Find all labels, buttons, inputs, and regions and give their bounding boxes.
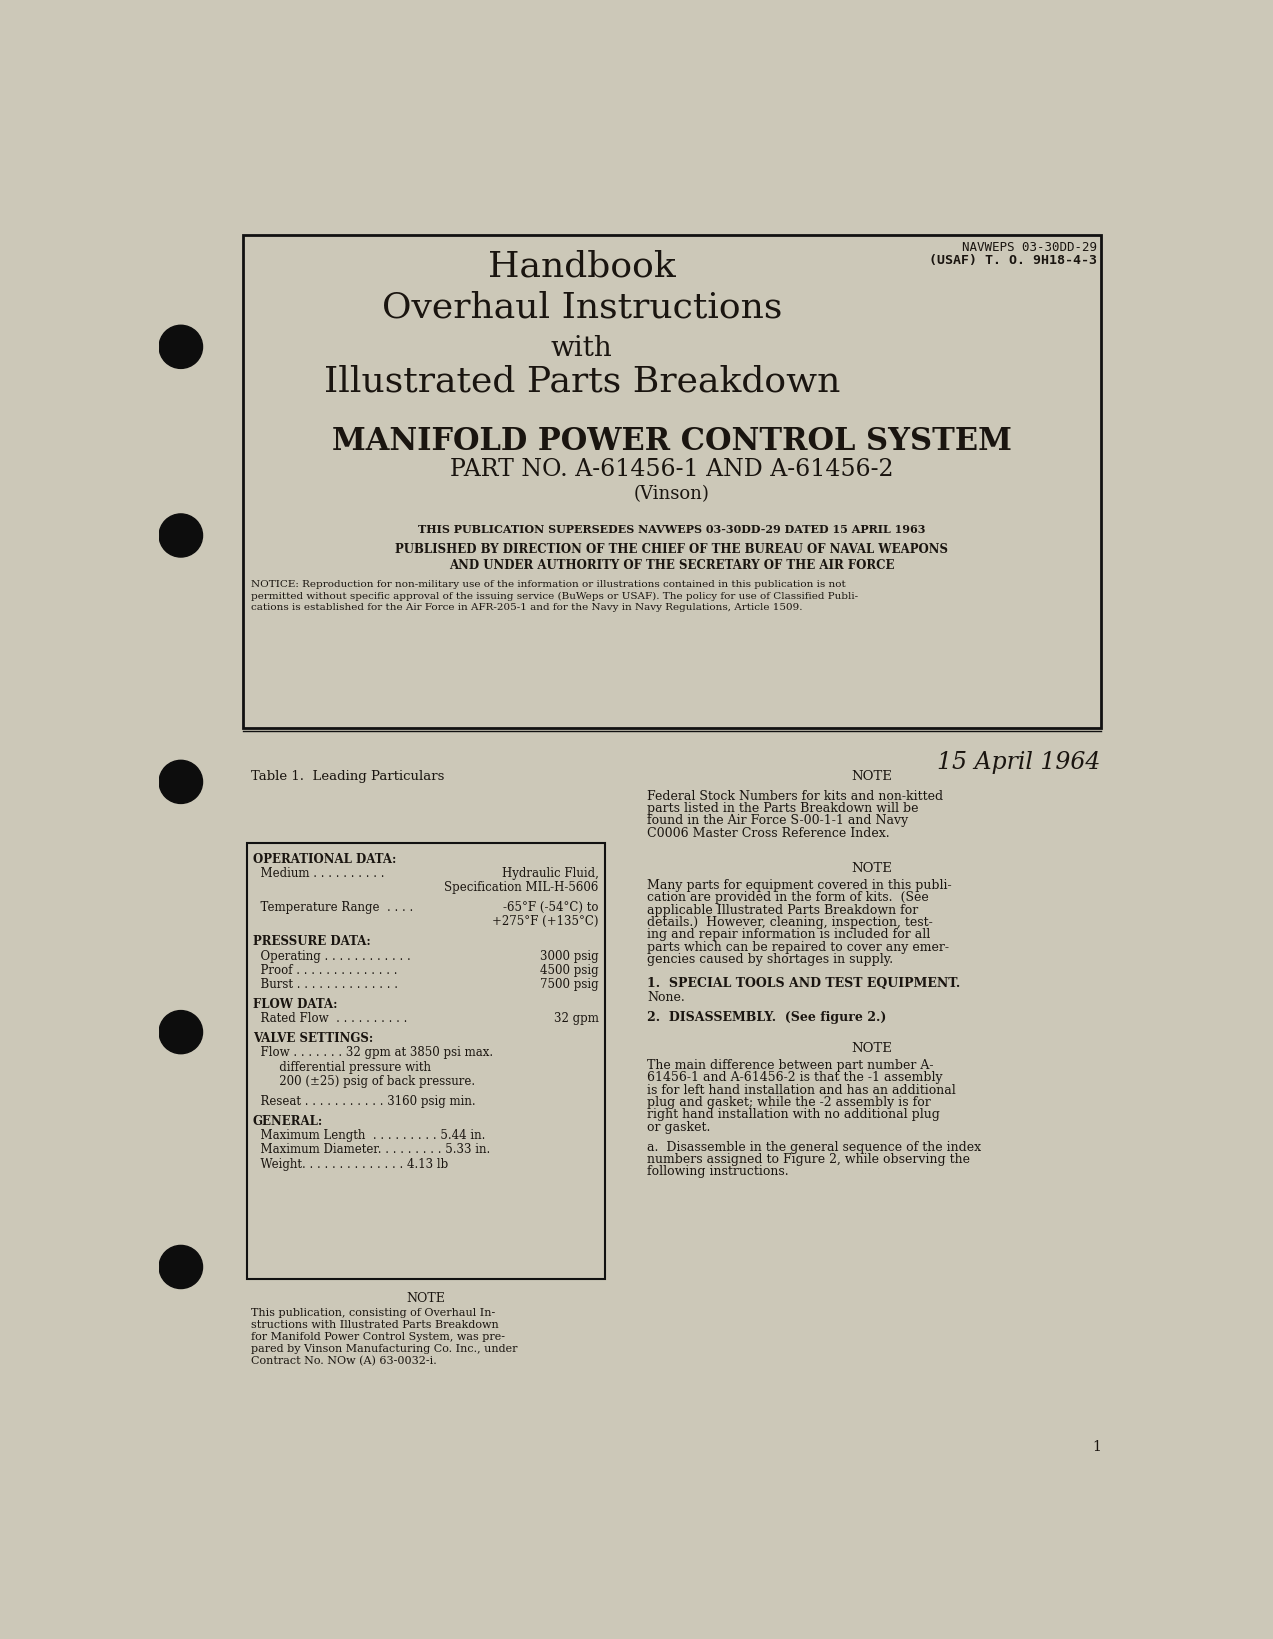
Text: numbers assigned to Figure 2, while observing the: numbers assigned to Figure 2, while obse… (648, 1152, 970, 1165)
Circle shape (159, 515, 202, 557)
Text: Flow . . . . . . . 32 gpm at 3850 psi max.: Flow . . . . . . . 32 gpm at 3850 psi ma… (253, 1046, 493, 1059)
Text: FLOW DATA:: FLOW DATA: (253, 998, 337, 1011)
Circle shape (159, 1246, 202, 1288)
Text: 1.  SPECIAL TOOLS AND TEST EQUIPMENT.: 1. SPECIAL TOOLS AND TEST EQUIPMENT. (648, 977, 961, 990)
Text: 2.  DISASSEMBLY.  (See figure 2.): 2. DISASSEMBLY. (See figure 2.) (648, 1011, 887, 1024)
Text: details.)  However, cleaning, inspection, test-: details.) However, cleaning, inspection,… (648, 916, 933, 929)
Text: 3000 psig: 3000 psig (540, 949, 598, 962)
Text: PUBLISHED BY DIRECTION OF THE CHIEF OF THE BUREAU OF NAVAL WEAPONS: PUBLISHED BY DIRECTION OF THE CHIEF OF T… (396, 543, 948, 556)
Text: GENERAL:: GENERAL: (253, 1115, 323, 1128)
Text: PRESSURE DATA:: PRESSURE DATA: (253, 936, 370, 949)
Text: Hydraulic Fluid,: Hydraulic Fluid, (502, 867, 598, 880)
Text: ing and repair information is included for all: ing and repair information is included f… (648, 928, 931, 941)
Text: Specification MIL-H-5606: Specification MIL-H-5606 (444, 882, 598, 895)
Text: NOTE: NOTE (852, 1042, 892, 1056)
Text: following instructions.: following instructions. (648, 1165, 789, 1178)
Text: Operating . . . . . . . . . . . .: Operating . . . . . . . . . . . . (253, 949, 411, 962)
Text: a.  Disassemble in the general sequence of the index: a. Disassemble in the general sequence o… (648, 1141, 981, 1154)
Text: 61456-1 and A-61456-2 is that the -1 assembly: 61456-1 and A-61456-2 is that the -1 ass… (648, 1072, 943, 1085)
Text: Weight. . . . . . . . . . . . . . 4.13 lb: Weight. . . . . . . . . . . . . . 4.13 l… (253, 1157, 448, 1170)
Text: with: with (551, 336, 612, 362)
Text: structions with Illustrated Parts Breakdown: structions with Illustrated Parts Breakd… (251, 1319, 498, 1329)
Text: NOTE: NOTE (406, 1293, 446, 1305)
Text: cation are provided in the form of kits.  (See: cation are provided in the form of kits.… (648, 892, 929, 905)
Text: MANIFOLD POWER CONTROL SYSTEM: MANIFOLD POWER CONTROL SYSTEM (332, 426, 1012, 457)
Text: None.: None. (648, 990, 685, 1003)
Text: plug and gasket; while the -2 assembly is for: plug and gasket; while the -2 assembly i… (648, 1096, 931, 1110)
Text: Many parts for equipment covered in this publi-: Many parts for equipment covered in this… (648, 879, 952, 892)
Text: (USAF) T. O. 9H18-4-3: (USAF) T. O. 9H18-4-3 (929, 254, 1097, 267)
Text: or gasket.: or gasket. (648, 1121, 710, 1134)
Text: 7500 psig: 7500 psig (540, 978, 598, 992)
Text: NOTE: NOTE (852, 770, 892, 783)
Circle shape (159, 760, 202, 803)
Text: right hand installation with no additional plug: right hand installation with no addition… (648, 1108, 941, 1121)
Text: NOTE: NOTE (852, 862, 892, 875)
Text: OPERATIONAL DATA:: OPERATIONAL DATA: (253, 852, 396, 865)
Text: pared by Vinson Manufacturing Co. Inc., under: pared by Vinson Manufacturing Co. Inc., … (251, 1344, 517, 1354)
Text: Medium . . . . . . . . . .: Medium . . . . . . . . . . (253, 867, 384, 880)
Text: Temperature Range  . . . .: Temperature Range . . . . (253, 901, 414, 915)
Text: NOTICE: Reproduction for non-military use of the information or illustrations co: NOTICE: Reproduction for non-military us… (251, 580, 845, 588)
Text: Illustrated Parts Breakdown: Illustrated Parts Breakdown (323, 364, 840, 398)
Text: 1: 1 (1092, 1441, 1101, 1454)
Text: C0006 Master Cross Reference Index.: C0006 Master Cross Reference Index. (648, 826, 890, 839)
Text: Table 1.  Leading Particulars: Table 1. Leading Particulars (251, 770, 444, 783)
Text: Burst . . . . . . . . . . . . . .: Burst . . . . . . . . . . . . . . (253, 978, 398, 992)
Text: (Vinson): (Vinson) (634, 485, 710, 503)
Text: THIS PUBLICATION SUPERSEDES NAVWEPS 03-30DD-29 DATED 15 APRIL 1963: THIS PUBLICATION SUPERSEDES NAVWEPS 03-3… (418, 524, 925, 534)
Text: gencies caused by shortages in supply.: gencies caused by shortages in supply. (648, 952, 894, 965)
Text: Handbook: Handbook (488, 249, 676, 284)
Text: NAVWEPS 03-30DD-29: NAVWEPS 03-30DD-29 (962, 241, 1097, 254)
Text: Maximum Diameter. . . . . . . . . 5.33 in.: Maximum Diameter. . . . . . . . . 5.33 i… (253, 1144, 490, 1157)
Text: for Manifold Power Control System, was pre-: for Manifold Power Control System, was p… (251, 1331, 504, 1342)
Text: permitted without specific approval of the issuing service (BuWeps or USAF). The: permitted without specific approval of t… (251, 592, 858, 602)
Text: The main difference between part number A-: The main difference between part number … (648, 1059, 934, 1072)
Text: AND UNDER AUTHORITY OF THE SECRETARY OF THE AIR FORCE: AND UNDER AUTHORITY OF THE SECRETARY OF … (449, 559, 895, 572)
Circle shape (159, 325, 202, 369)
Text: Rated Flow  . . . . . . . . . .: Rated Flow . . . . . . . . . . (253, 1013, 407, 1026)
Text: PART NO. A-61456-1 AND A-61456-2: PART NO. A-61456-1 AND A-61456-2 (449, 459, 894, 482)
Text: Overhaul Instructions: Overhaul Instructions (382, 290, 782, 325)
Text: This publication, consisting of Overhaul In-: This publication, consisting of Overhaul… (251, 1308, 495, 1318)
Text: parts listed in the Parts Breakdown will be: parts listed in the Parts Breakdown will… (648, 801, 919, 815)
Text: differential pressure with: differential pressure with (253, 1060, 430, 1074)
Circle shape (159, 1011, 202, 1054)
Text: parts which can be repaired to cover any emer-: parts which can be repaired to cover any… (648, 941, 950, 954)
Bar (243, 234, 1101, 728)
Text: 15 April 1964: 15 April 1964 (937, 751, 1101, 774)
Text: -65°F (-54°C) to: -65°F (-54°C) to (503, 901, 598, 915)
Text: cations is established for the Air Force in AFR-205-1 and for the Navy in Navy R: cations is established for the Air Force… (251, 603, 802, 613)
Text: is for left hand installation and has an additional: is for left hand installation and has an… (648, 1083, 956, 1096)
Text: applicable Illustrated Parts Breakdown for: applicable Illustrated Parts Breakdown f… (648, 903, 919, 916)
Text: 32 gpm: 32 gpm (554, 1013, 598, 1026)
Text: 4500 psig: 4500 psig (540, 964, 598, 977)
Bar (247, 844, 605, 1278)
Text: Reseat . . . . . . . . . . . 3160 psig min.: Reseat . . . . . . . . . . . 3160 psig m… (253, 1095, 476, 1108)
Text: Federal Stock Numbers for kits and non-kitted: Federal Stock Numbers for kits and non-k… (648, 790, 943, 803)
Text: Proof . . . . . . . . . . . . . .: Proof . . . . . . . . . . . . . . (253, 964, 397, 977)
Text: +275°F (+135°C): +275°F (+135°C) (493, 916, 598, 928)
Text: Contract No. NOw (A) 63-0032-i.: Contract No. NOw (A) 63-0032-i. (251, 1355, 437, 1365)
Text: found in the Air Force S-00-1-1 and Navy: found in the Air Force S-00-1-1 and Navy (648, 815, 909, 828)
Text: VALVE SETTINGS:: VALVE SETTINGS: (253, 1033, 373, 1046)
Text: Maximum Length  . . . . . . . . . 5.44 in.: Maximum Length . . . . . . . . . 5.44 in… (253, 1129, 485, 1142)
Text: 200 (±25) psig of back pressure.: 200 (±25) psig of back pressure. (253, 1075, 475, 1088)
